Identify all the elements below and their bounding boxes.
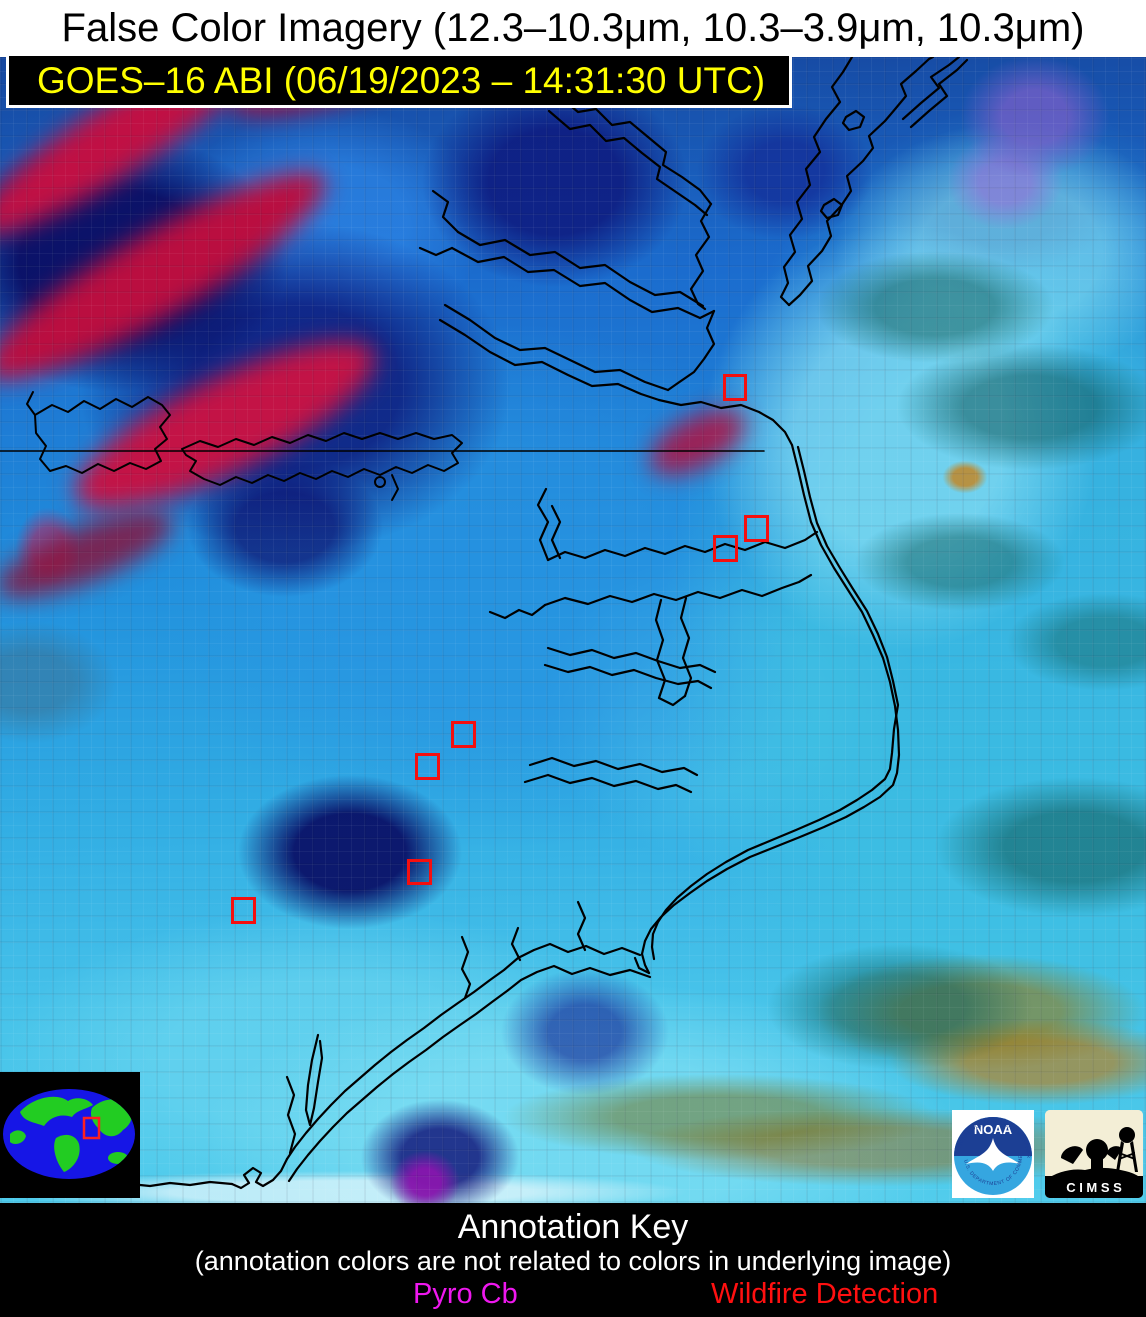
globe-region-marker (82, 1116, 101, 1140)
wildfire-marker (713, 535, 738, 562)
annotation-key-items: Pyro Cb Wildfire Detection (0, 1278, 1146, 1312)
pixelation-texture (0, 57, 1146, 1203)
coast-delmarva (779, 57, 969, 307)
wildfire-marker (744, 515, 769, 542)
wildfire-marker (407, 859, 432, 885)
coast-albemarle-sound (488, 487, 819, 707)
wildfire-marker (415, 753, 440, 780)
annotation-key-subtitle: (annotation colors are not related to co… (194, 1246, 952, 1276)
wildfire-marker-layer (0, 57, 1146, 1203)
coast-outer-banks (633, 443, 901, 975)
globe-inset (0, 1072, 140, 1198)
coast-pamlico-neuse (523, 646, 717, 794)
wildfire-marker (451, 721, 476, 748)
globe-map (3, 1089, 135, 1179)
page-title: False Color Imagery (12.3–10.3μm, 10.3–3… (61, 6, 1085, 50)
timestamp-banner: GOES–16 ABI (06/19/2023 – 14:31:30 UTC) (6, 53, 793, 108)
coast-border-lakes (26, 391, 463, 501)
satellite-image: NOAA NATIONAL OCEANIC AND ATMOSPHERIC AD… (0, 57, 1146, 1203)
annotation-key-item-pyrocb: Pyro Cb (413, 1278, 518, 1310)
wildfire-marker (723, 374, 747, 401)
timestamp-banner-text: GOES–16 ABI (06/19/2023 – 14:31:30 UTC) (37, 59, 766, 101)
noaa-logo: NOAA NATIONAL OCEANIC AND ATMOSPHERIC AD… (950, 1106, 1034, 1198)
noaa-acronym: NOAA (974, 1122, 1013, 1137)
cimss-logo: C I M S S (1045, 1110, 1143, 1198)
annotation-key-title: Annotation Key (457, 1208, 689, 1246)
annotation-key-item-wildfire: Wildfire Detection (711, 1278, 939, 1310)
title-band: False Color Imagery (12.3–10.3μm, 10.3–3… (0, 0, 1146, 57)
wildfire-marker (231, 897, 256, 924)
cimss-label: C I M S S (1066, 1180, 1122, 1195)
annotation-key-bar: Annotation Key (annotation colors are no… (0, 1203, 1146, 1317)
